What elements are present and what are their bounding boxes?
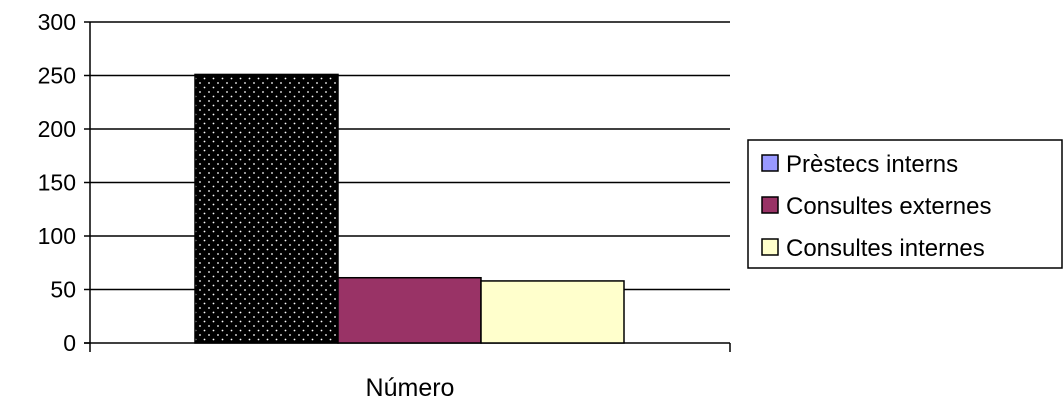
y-tick-labels: 0 50 100 150 200 250 300 xyxy=(38,9,90,356)
legend-label: Consultes externes xyxy=(786,193,991,220)
category-label: Número xyxy=(366,374,455,402)
legend-swatch xyxy=(761,154,779,172)
bars xyxy=(194,73,625,344)
legend-label: Prèstecs interns xyxy=(786,151,958,178)
gridlines xyxy=(90,21,730,291)
y-tick-label: 50 xyxy=(50,277,76,303)
legend-box xyxy=(747,139,1063,269)
legend-label: Consultes internes xyxy=(786,235,985,262)
bar-2 xyxy=(337,276,482,344)
y-tick-label: 0 xyxy=(63,330,76,356)
y-tick-label: 300 xyxy=(38,9,76,35)
legend-swatch xyxy=(761,196,779,214)
legend-swatch xyxy=(761,238,779,256)
y-tick-label: 200 xyxy=(38,116,76,142)
bar-1 xyxy=(194,73,339,344)
y-tick-label: 100 xyxy=(38,223,76,249)
bar-3 xyxy=(480,280,625,344)
y-tick-label: 150 xyxy=(38,170,76,196)
y-tick-label: 250 xyxy=(38,63,76,89)
legend: Prèstecs interns Consultes externes Consul… xyxy=(747,139,1063,269)
